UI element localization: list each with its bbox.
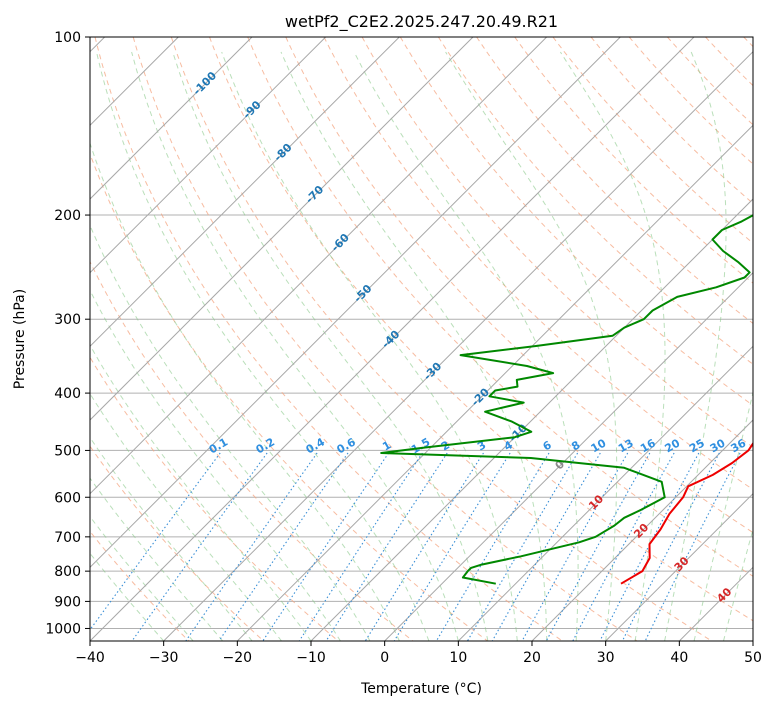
moist-adiabat-line (90, 552, 165, 641)
x-axis-ticks: −40 −30 −20 −10 0 10 20 30 40 50 (75, 641, 762, 666)
isotherm-line (457, 345, 753, 641)
isotherm-line (90, 37, 695, 641)
isotherm-line (90, 37, 621, 569)
isotherm-line (310, 198, 753, 641)
moist-adiabat-line (221, 51, 518, 641)
dry-adiabat-line (90, 260, 414, 641)
dry-adiabat-line (437, 37, 753, 365)
mixing-ratio-line (467, 452, 579, 641)
moist-adiabat-line (353, 51, 579, 641)
mixing-ratio-line (262, 452, 390, 641)
dewpoint-profile-line (380, 214, 753, 585)
mixing-ratio-line (521, 452, 629, 641)
x-tick-label: −30 (149, 650, 179, 666)
x-tick-label: 10 (449, 650, 467, 666)
mixing-ratio-line (90, 452, 221, 631)
y-tick-label: 900 (54, 594, 81, 610)
mixing-ratio-line (393, 452, 511, 641)
dry-adiabat-line (170, 37, 712, 641)
moist-adiabat-line (90, 224, 371, 641)
profile-series (380, 214, 753, 585)
moist-adiabat-line (90, 515, 194, 641)
dry-adiabat-line (514, 37, 753, 284)
mixing-ratio-line (325, 452, 448, 641)
moist-adiabat-line (90, 436, 253, 641)
y-tick-label: 100 (54, 30, 81, 46)
moist-adiabat-line (90, 392, 282, 641)
mixing-ratio-line (621, 452, 720, 641)
plot-frame (89, 36, 754, 642)
y-tick-label: 500 (54, 443, 81, 459)
isotherm-line (605, 492, 753, 641)
isotherm-line (90, 37, 548, 495)
isotherm-line (90, 37, 474, 421)
y-tick-label: 200 (54, 208, 81, 224)
moist-adiabat-line (172, 51, 489, 641)
dry-adiabat-line (132, 37, 638, 641)
dry-adiabat-line (90, 530, 190, 641)
x-tick-label: −20 (223, 650, 253, 666)
reference-lines (90, 37, 753, 641)
dry-adiabat-line (361, 37, 753, 448)
moist-adiabat-line (90, 289, 341, 641)
isotherm-line (90, 37, 327, 274)
isotherm-line (531, 419, 753, 641)
y-tick-label: 800 (54, 564, 81, 580)
y-axis-ticks: 1000 900 800 700 600 500 400 300 200 100 (45, 30, 90, 637)
y-tick-label: 600 (54, 490, 81, 506)
x-axis-label: Temperature (°C) (360, 681, 482, 697)
mixing-ratio-line (435, 452, 550, 641)
y-tick-label: 700 (54, 530, 81, 546)
y-axis-label: Pressure (hPa) (12, 289, 28, 389)
dry-adiabat-line (476, 37, 753, 325)
isotherm-line (163, 50, 753, 641)
moist-adiabat-line (96, 51, 430, 641)
dry-adiabat-line (399, 37, 753, 407)
moist-adiabat-line (445, 51, 618, 641)
x-tick-label: 40 (670, 650, 688, 666)
dry-adiabat-line (247, 37, 753, 577)
moist-adiabat-line (559, 51, 666, 641)
x-tick-label: 20 (523, 650, 541, 666)
x-tick-label: 30 (597, 650, 615, 666)
y-tick-label: 400 (54, 386, 81, 402)
moist-adiabat-line (693, 390, 753, 641)
moist-adiabat-line (90, 141, 400, 641)
mixing-ratio-line (599, 452, 700, 641)
dry-adiabat-line (90, 445, 264, 641)
x-tick-label: 50 (744, 650, 762, 666)
mixing-ratio-line (364, 452, 484, 641)
mixing-ratio-line (491, 452, 601, 641)
moist-adiabat-line (280, 51, 548, 641)
mixing-ratio-line (545, 452, 651, 641)
x-tick-label: 0 (380, 650, 389, 666)
dry-adiabat-line (590, 37, 753, 205)
chart-title: wetPf2_C2E2.2025.247.20.49.R21 (285, 12, 558, 32)
x-tick-label: −10 (296, 650, 326, 666)
dry-adiabat-line (209, 37, 753, 622)
dry-adiabat-line (628, 37, 753, 165)
moist-adiabat-line (90, 477, 223, 641)
dry-adiabat-line (94, 37, 563, 641)
y-tick-label: 300 (54, 312, 81, 328)
isotherm-line (90, 37, 400, 348)
mixing-ratio-line (298, 452, 423, 641)
mixing-ratio-line (131, 452, 268, 641)
y-tick-label: 1000 (45, 621, 81, 637)
isotherm-line (384, 271, 753, 641)
temperature-profile-line (620, 441, 753, 585)
isotherm-line (236, 124, 753, 641)
x-tick-label: −40 (75, 650, 105, 666)
isotherm-line (90, 37, 253, 200)
